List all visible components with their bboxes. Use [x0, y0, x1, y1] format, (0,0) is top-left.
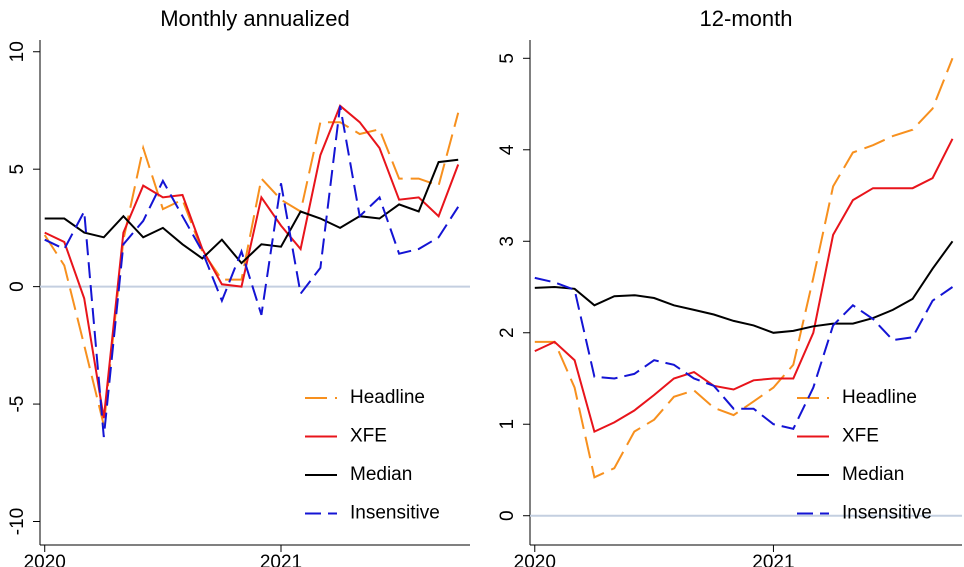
y-tick-label: -5 [7, 396, 28, 413]
x-tick-label: 2021 [260, 552, 302, 567]
series-line [534, 138, 954, 434]
legend-label: Headline [350, 387, 425, 408]
legend-label: Insensitive [350, 503, 440, 524]
x-tick-label: 2020 [24, 552, 66, 567]
legend-label: XFE [350, 426, 387, 447]
series-line [534, 276, 954, 430]
y-tick-label: 2 [497, 327, 518, 338]
series-line [43, 112, 460, 426]
y-tick-label: 0 [497, 510, 518, 521]
legend-label: Median [842, 464, 904, 485]
legend-label: Insensitive [842, 503, 932, 524]
y-tick-label: 5 [7, 164, 28, 175]
y-tick-label: -10 [7, 508, 28, 535]
y-tick-label: 10 [7, 41, 28, 62]
series-line [534, 240, 954, 334]
legend-label: Headline [842, 387, 917, 408]
y-tick-label: 3 [497, 236, 518, 247]
x-tick-label: 2020 [514, 552, 556, 567]
y-tick-label: 4 [497, 144, 518, 155]
y-tick-label: 1 [497, 419, 518, 430]
chart-title: 12-month [700, 6, 793, 31]
legend-label: Median [350, 464, 412, 485]
series-line [44, 158, 459, 265]
chart-title: Monthly annualized [160, 6, 350, 31]
y-tick-label: 5 [497, 53, 518, 64]
series-line [44, 104, 460, 419]
legend-label: XFE [842, 426, 879, 447]
series-line [534, 57, 954, 479]
y-tick-label: 0 [7, 281, 28, 292]
x-tick-label: 2021 [752, 552, 794, 567]
